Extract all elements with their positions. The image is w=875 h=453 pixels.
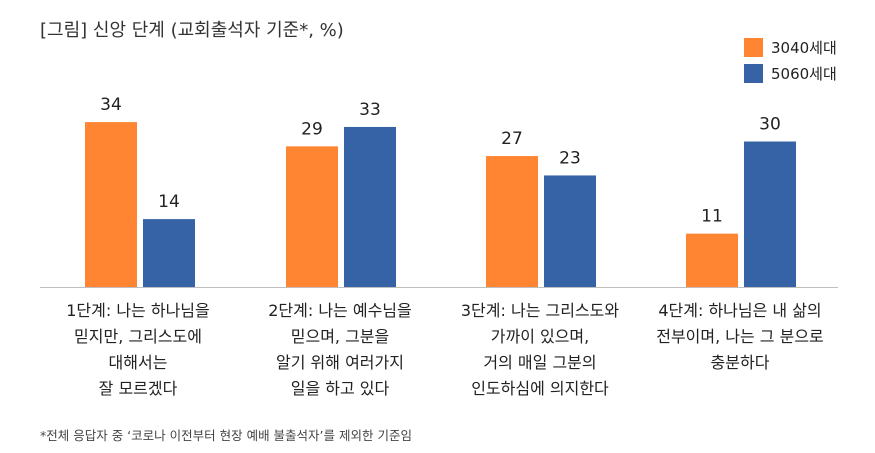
bar-5060-cat2 (344, 126, 396, 287)
bars-group: 34 29 27 11 14 33 23 30 (85, 95, 796, 287)
data-label-5060-cat2: 33 (359, 100, 381, 120)
data-label-5060-cat4: 30 (759, 115, 781, 135)
legend-label-5060: 5060세대 (771, 64, 837, 83)
footnote: *전체 응답자 중 ‘코로나 이전부터 현장 예배 불출석자’를 제외한 기준임 (40, 428, 412, 443)
bar-3040-cat1 (85, 122, 137, 287)
chart-title: [그림] 신앙 단계 (교회출석자 기준*, %) (40, 20, 344, 41)
category-label-3: 3단계: 나는 그리스도와 가까이 있으며, 거의 매일 그분의 인도하심에 의… (460, 301, 620, 398)
data-label-3040-cat3: 27 (501, 129, 523, 149)
category-label-2: 2단계: 나는 예수님을 믿으며, 그분을 알기 위해 여러가지 일을 하고 있… (268, 301, 412, 398)
category-label-4: 4단계: 하나님은 내 삶의 전부이며, 나는 그 분으로 충분하다 (656, 301, 824, 372)
bar-3040-cat3 (486, 156, 538, 287)
legend-item-5060: 5060세대 (744, 60, 837, 86)
legend: 3040세대 5060세대 (744, 34, 837, 86)
bar-5060-cat3 (544, 175, 596, 287)
data-label-5060-cat3: 23 (559, 148, 581, 168)
bar-3040-cat4 (686, 233, 738, 287)
category-label-1: 1단계: 나는 하나님을 믿지만, 그리스도에 대해서는 잘 모르겠다 (66, 301, 210, 398)
legend-swatch-5060 (744, 63, 763, 83)
bar-3040-cat2 (286, 146, 338, 287)
bar-5060-cat4 (744, 141, 796, 287)
legend-swatch-3040 (744, 37, 763, 57)
data-label-3040-cat2: 29 (301, 119, 323, 139)
data-label-3040-cat1: 34 (100, 95, 122, 115)
bar-5060-cat1 (143, 219, 195, 287)
legend-label-3040: 3040세대 (771, 38, 837, 57)
data-label-5060-cat1: 14 (158, 192, 180, 212)
data-label-3040-cat4: 11 (701, 207, 723, 227)
legend-item-3040: 3040세대 (744, 34, 837, 60)
